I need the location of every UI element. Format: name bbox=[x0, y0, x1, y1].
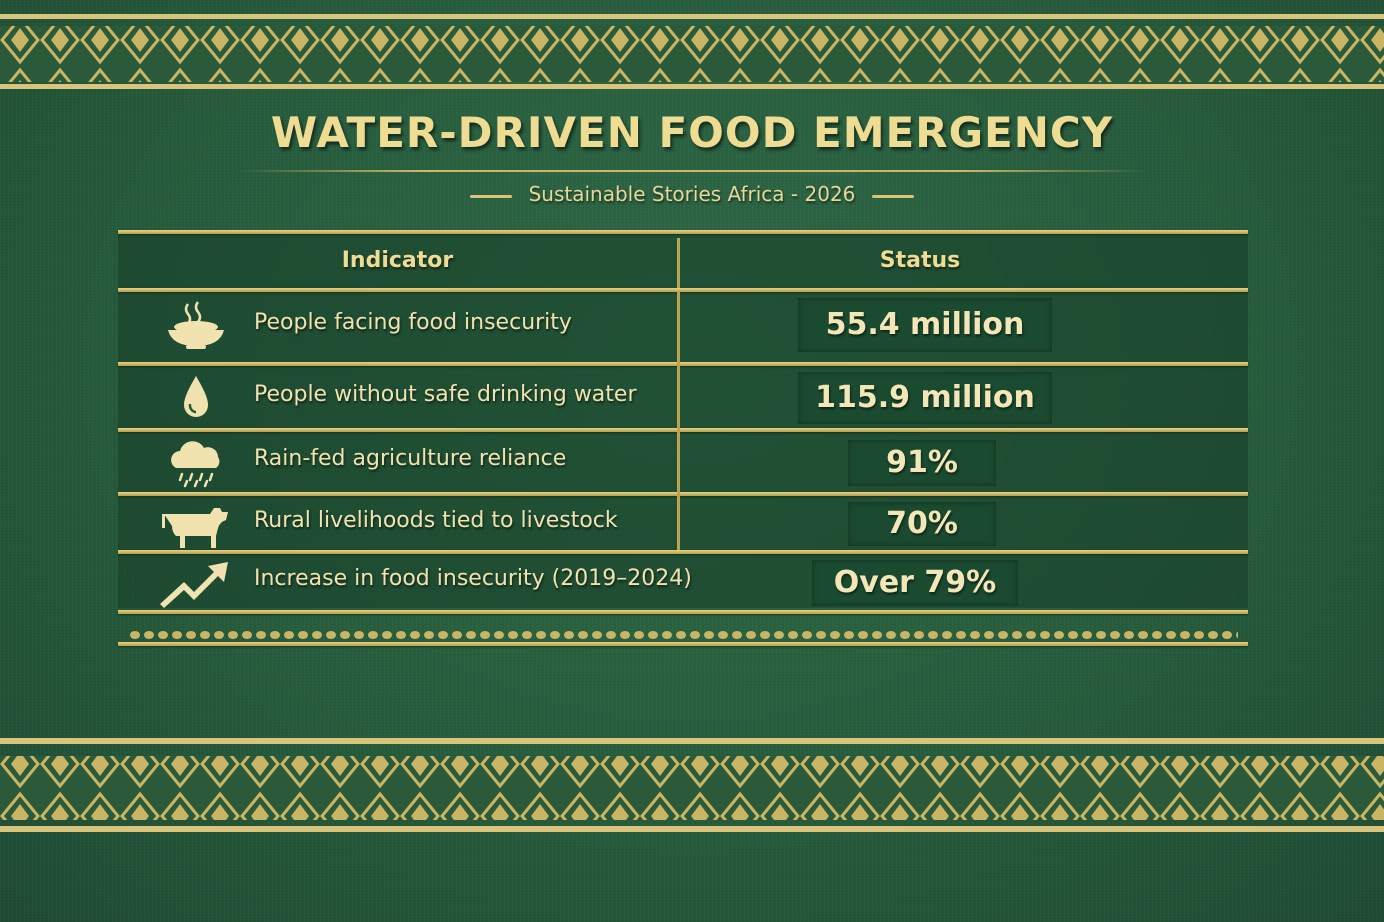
table-rule bbox=[118, 610, 1248, 614]
subtitle-dash-left bbox=[469, 195, 512, 198]
table-rule bbox=[118, 230, 1248, 234]
indicator-label: People facing food insecurity bbox=[254, 310, 572, 335]
indicator-label: People without safe drinking water bbox=[254, 382, 637, 407]
status-value: 115.9 million bbox=[798, 372, 1052, 424]
indicator-label: Increase in food insecurity (2019–2024) bbox=[254, 566, 692, 591]
table-rule bbox=[118, 492, 1248, 496]
status-value: 70% bbox=[848, 502, 996, 546]
column-divider bbox=[677, 238, 680, 288]
indicator-table: Indicator Status People facing food inse… bbox=[118, 230, 1248, 650]
trend-up-arrow-icon bbox=[158, 558, 234, 608]
column-divider bbox=[677, 292, 680, 550]
row-background bbox=[118, 366, 1248, 428]
header-indicator: Indicator bbox=[341, 248, 454, 273]
cow-icon bbox=[158, 500, 234, 550]
food-bowl-icon bbox=[158, 300, 234, 350]
status-value: Over 79% bbox=[812, 560, 1018, 606]
top-decorative-border bbox=[0, 14, 1384, 94]
table-rule bbox=[118, 428, 1248, 432]
indicator-label: Rural livelihoods tied to livestock bbox=[254, 508, 618, 533]
table-rule bbox=[118, 642, 1248, 646]
indicator-label: Rain-fed agriculture reliance bbox=[254, 446, 567, 471]
subtitle: Sustainable Stories Africa - 2026 bbox=[528, 182, 856, 206]
row-background bbox=[118, 496, 1248, 550]
status-value: 55.4 million bbox=[798, 298, 1052, 352]
header-status: Status bbox=[879, 248, 961, 273]
water-drop-icon bbox=[158, 372, 234, 422]
title-divider bbox=[240, 170, 1144, 172]
row-background bbox=[118, 292, 1248, 362]
table-rule bbox=[118, 288, 1248, 292]
bottom-decorative-border bbox=[0, 738, 1384, 838]
row-background bbox=[118, 432, 1248, 492]
status-value: 91% bbox=[848, 440, 996, 486]
header-row-background bbox=[118, 234, 1248, 288]
page-title: WATER-DRIVEN FOOD EMERGENCY bbox=[270, 108, 1114, 157]
row-background bbox=[118, 554, 1248, 608]
table-rule bbox=[118, 550, 1248, 554]
subtitle-dash-right bbox=[872, 195, 915, 198]
dotted-ornament bbox=[128, 625, 1238, 640]
rain-cloud-icon bbox=[158, 438, 234, 488]
subtitle-row: Sustainable Stories Africa - 2026 bbox=[0, 182, 1384, 206]
table-rule bbox=[118, 362, 1248, 366]
